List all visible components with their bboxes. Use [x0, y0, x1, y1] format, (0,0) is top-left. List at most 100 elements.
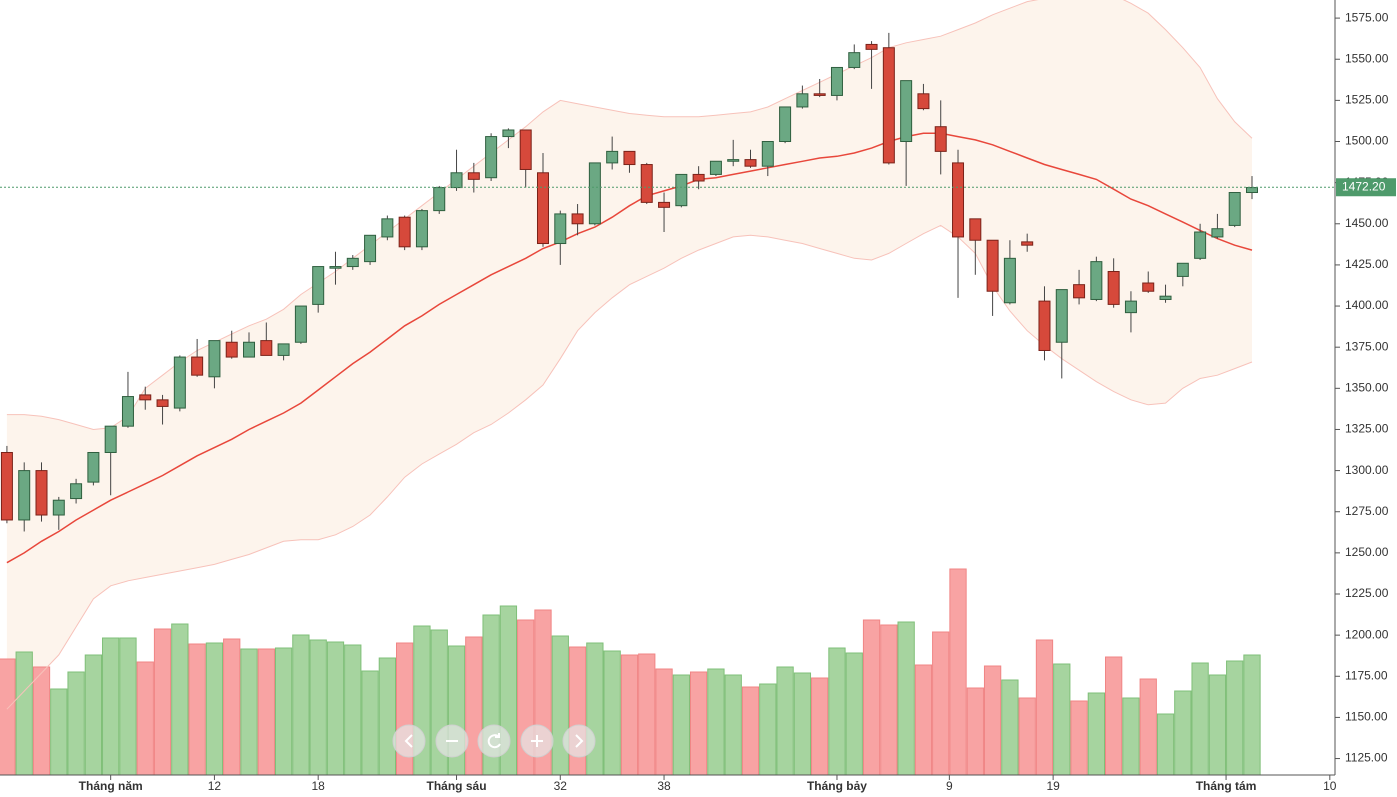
candle-body: [502, 129, 515, 138]
candle-body: [1176, 262, 1189, 277]
x-tick-label: 18: [312, 779, 326, 793]
candle-body: [761, 141, 774, 167]
volume-bar: [862, 619, 881, 776]
candle-body: [415, 210, 428, 248]
volume-bar: [689, 671, 708, 776]
volume-bar: [966, 687, 984, 776]
candle-body: [865, 43, 878, 50]
volume-bar: [205, 642, 224, 776]
x-tick-label: 19: [1046, 779, 1060, 793]
scroll-right-button[interactable]: [562, 724, 596, 758]
volume-bar: [309, 639, 327, 776]
candle-body: [571, 213, 584, 225]
reset-button[interactable]: [477, 724, 511, 758]
volume-bar: [776, 666, 794, 776]
candle-body: [519, 129, 532, 170]
candle-body: [1055, 289, 1068, 343]
candle-body: [398, 216, 411, 248]
volume-bar: [223, 638, 241, 776]
x-tick-label: Tháng bảy: [807, 779, 867, 793]
volume-bar: [949, 568, 967, 776]
candle-body: [191, 356, 204, 376]
volume-bar: [257, 648, 275, 776]
volume-bar: [344, 644, 362, 776]
last-price-box: [1336, 178, 1396, 197]
x-tick-label: Tháng năm: [79, 779, 143, 793]
candle-body: [675, 173, 688, 207]
candle-body: [1228, 192, 1241, 226]
last-price-label: 1472.20: [1342, 179, 1386, 193]
candle-body: [882, 47, 895, 164]
candle-body: [121, 396, 134, 427]
y-tick-label: 1400.00: [1345, 298, 1389, 312]
candle-body: [1021, 241, 1034, 246]
navigation: [392, 724, 596, 758]
volume-bar: [378, 657, 397, 776]
candle-body: [433, 187, 446, 212]
candle-body: [467, 172, 480, 180]
volume-bar: [1243, 654, 1261, 776]
candle-body: [606, 150, 619, 164]
y-tick-label: 1450.00: [1345, 216, 1389, 230]
x-tick-label: Tháng tám: [1196, 779, 1257, 793]
candle-body: [727, 159, 740, 162]
x-tick-label: 32: [554, 779, 568, 793]
y-tick-label: 1300.00: [1345, 463, 1389, 477]
candle-body: [952, 162, 965, 238]
candle-body: [139, 394, 152, 401]
candle-body: [658, 201, 671, 208]
volume-bar: [274, 647, 293, 776]
volume-bar: [153, 628, 172, 776]
volume-bar: [1191, 662, 1209, 776]
candle-body: [1194, 231, 1207, 259]
volume-bar: [932, 631, 950, 776]
zoom-out-button[interactable]: [435, 724, 469, 758]
candle-body: [381, 218, 394, 238]
candle-body: [900, 80, 913, 143]
candle-body: [173, 356, 186, 409]
candle-body: [1107, 270, 1120, 305]
candle-body: [813, 93, 826, 96]
candle-body: [623, 150, 636, 166]
candle-body: [364, 234, 377, 263]
volume-bar: [32, 666, 51, 776]
scroll-left-button[interactable]: [392, 724, 426, 758]
y-tick-label: 1150.00: [1345, 710, 1388, 724]
candle-body: [640, 164, 653, 203]
y-tick-label: 1325.00: [1345, 422, 1389, 436]
volume-bar: [240, 648, 258, 776]
candle-body: [70, 483, 83, 500]
candle-body: [1003, 257, 1016, 304]
volume-bar: [603, 650, 621, 776]
volume-bar: [1001, 679, 1019, 776]
candle-body: [1073, 284, 1086, 299]
candle-body: [104, 425, 117, 453]
candle-body: [87, 451, 100, 483]
candle-body: [18, 470, 31, 521]
volume-bar: [326, 641, 345, 776]
volume-bar: [292, 634, 310, 776]
volume-bar: [50, 688, 68, 776]
candle-body: [969, 218, 982, 241]
zoom-in-button[interactable]: [520, 724, 554, 758]
candle-body: [1142, 282, 1155, 292]
candle-body: [52, 499, 65, 516]
volume-bar: [811, 677, 829, 776]
volume-bar: [793, 672, 812, 776]
volume-bar: [759, 683, 777, 776]
x-tick-label: 12: [208, 779, 222, 793]
volume-bar: [1105, 656, 1123, 776]
band-layer: [6, 0, 1252, 710]
volume-bar: [741, 686, 760, 776]
volume-bar: [620, 654, 639, 776]
volume-bar: [914, 664, 933, 776]
volume-bar: [1053, 663, 1071, 776]
volume-bar: [136, 661, 154, 776]
volume-bar: [465, 636, 483, 776]
volume-bar: [845, 652, 863, 776]
candle-body: [1211, 228, 1224, 238]
volume-bar: [724, 674, 742, 776]
volume-bar: [880, 624, 898, 776]
